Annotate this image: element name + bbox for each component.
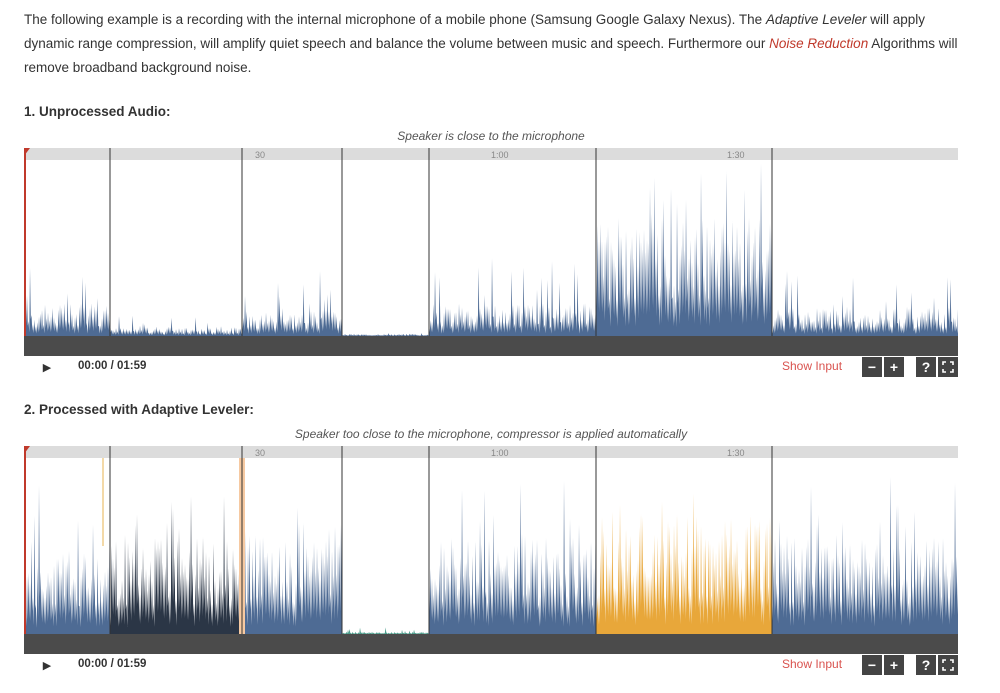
timeline-tick-label: 1:30	[727, 150, 745, 160]
intro-text-2: will apply dynamic range compression, wi…	[24, 12, 926, 51]
waveform-segment	[596, 163, 773, 336]
timeline-tick-label: 30	[255, 150, 265, 160]
play-button[interactable]: ▶	[24, 654, 70, 676]
waveform-segment	[110, 496, 243, 634]
intro-paragraph: The following example is a recording wit…	[24, 8, 974, 80]
play-icon: ▶	[42, 659, 52, 672]
scroll-bar	[24, 336, 958, 356]
show-input-button[interactable]: Show Input	[782, 359, 843, 373]
timeline-bar	[24, 148, 958, 160]
help-button[interactable]: ?	[916, 655, 936, 675]
waveform-segment	[772, 477, 958, 634]
zoom-in-button[interactable]: +	[884, 357, 904, 377]
adaptive-leveler-term: Adaptive Leveler	[765, 12, 867, 27]
waveform-segment	[342, 627, 430, 634]
fullscreen-icon	[942, 361, 954, 373]
noise-reduction-link[interactable]: Noise Reduction	[769, 36, 869, 51]
playhead-marker	[24, 148, 30, 156]
highlight-strip	[102, 458, 104, 546]
timeline-tick-label: 1:30	[727, 448, 745, 458]
waveform-segment	[596, 493, 773, 634]
scroll-bar	[24, 634, 958, 654]
waveform-segment	[772, 271, 958, 336]
waveform-segment	[24, 485, 111, 634]
intro-text-1: The following example is a recording wit…	[24, 12, 766, 27]
audio-player-unprocessed: Speaker is close to the microphone 30 1:0…	[24, 128, 958, 378]
waveform-svg[interactable]: 30 1:00 1:30	[24, 148, 958, 356]
player-controls: ▶ 00:00 / 01:59 Show Input − + ?	[24, 654, 958, 676]
waveform-svg[interactable]: 30 1:00 1:30	[24, 446, 958, 654]
waveform-segment	[429, 480, 597, 634]
section-title-processed: 2. Processed with Adaptive Leveler:	[24, 402, 254, 417]
waveform-segment	[110, 315, 243, 336]
time-display: 00:00 / 01:59	[78, 658, 147, 670]
playhead-marker	[24, 446, 30, 454]
play-button[interactable]: ▶	[24, 356, 70, 378]
zoom-out-button[interactable]: −	[862, 655, 882, 675]
zoom-out-button[interactable]: −	[862, 357, 882, 377]
time-display: 00:00 / 01:59	[78, 360, 147, 372]
timeline-tick-label: 30	[255, 448, 265, 458]
waveform-segment	[342, 333, 430, 336]
waveform-display[interactable]: 30 1:00 1:30	[24, 148, 958, 356]
zoom-in-button[interactable]: +	[884, 655, 904, 675]
section-title-unprocessed: 1. Unprocessed Audio:	[24, 104, 171, 119]
timeline-bar	[24, 446, 958, 458]
waveform-segment	[242, 507, 342, 634]
timeline-tick-label: 1:00	[491, 150, 509, 160]
help-button[interactable]: ?	[916, 357, 936, 377]
timeline-tick-label: 1:00	[491, 448, 509, 458]
audio-player-processed: Speaker too close to the microphone, com…	[24, 426, 958, 676]
waveform-segment	[24, 268, 111, 336]
intro-text-3: Algorithms will remove broadband backgro…	[24, 36, 958, 75]
fullscreen-icon	[942, 659, 954, 671]
waveform-segment	[429, 258, 597, 336]
waveform-annotation: Speaker too close to the microphone, com…	[294, 427, 688, 441]
fullscreen-button[interactable]	[938, 655, 958, 675]
play-icon: ▶	[42, 361, 52, 374]
fullscreen-button[interactable]	[938, 357, 958, 377]
waveform-display[interactable]: 30 1:00 1:30	[24, 446, 958, 654]
show-input-button[interactable]: Show Input	[782, 657, 843, 671]
player-controls: ▶ 00:00 / 01:59 Show Input − + ?	[24, 356, 958, 378]
waveform-annotation: Speaker is close to the microphone	[397, 129, 585, 143]
waveform-segment	[242, 271, 342, 336]
